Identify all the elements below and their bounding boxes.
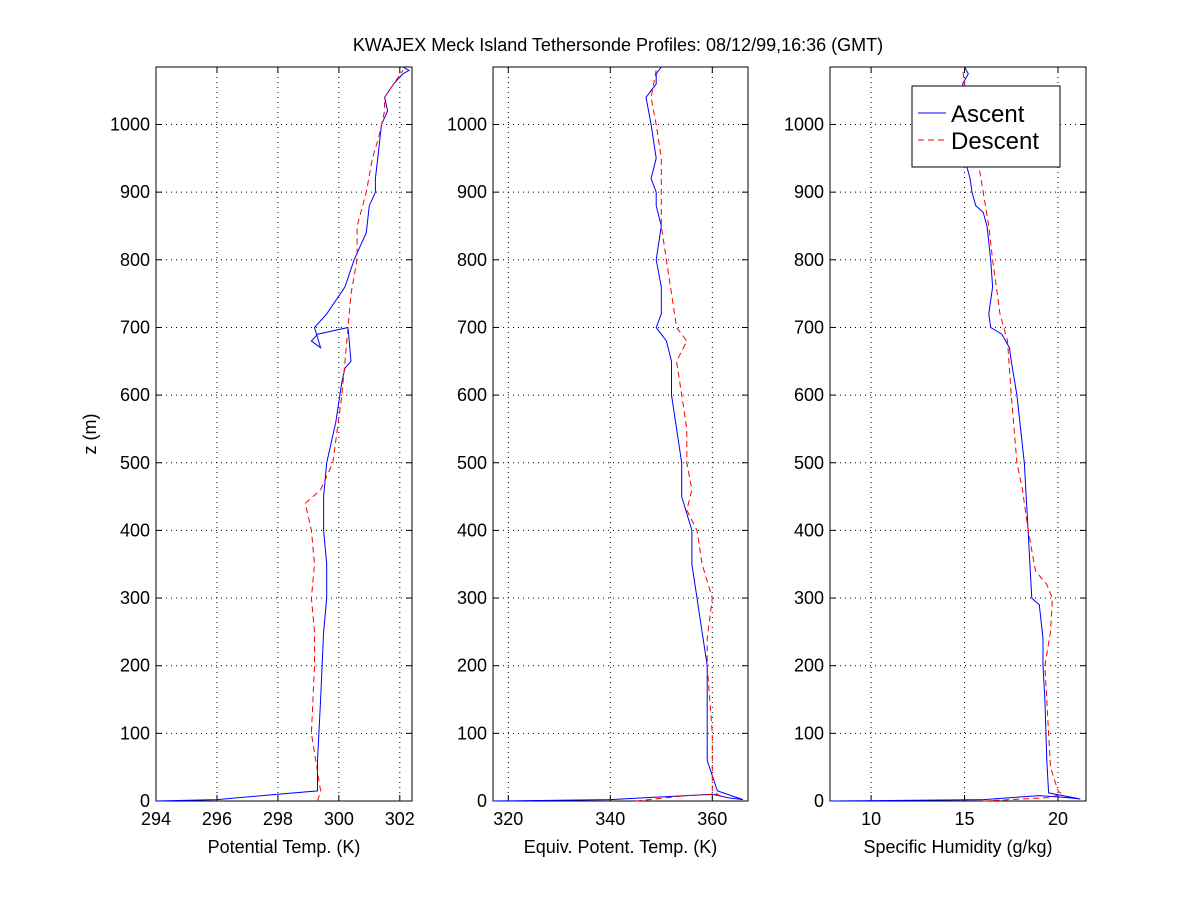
axes-root: 294 296 298 300 3020100200300400500600700800… [80,66,1087,857]
legend-label-descent: Descent [951,128,1039,155]
y-tick-label: 600 [457,385,487,405]
x-tick-label: 10 [861,809,881,829]
x-axis-label: Equiv. Potent. Temp. (K) [524,837,717,857]
y-tick-label: 0 [814,791,824,811]
x-tick-label: 340 [595,809,625,829]
x-tick-label: 302 [385,809,415,829]
chart-title: KWAJEX Meck Island Tethersonde Profiles:… [353,35,883,55]
legend-label-ascent: Ascent [951,101,1025,128]
y-tick-label: 900 [120,182,150,202]
y-tick-label: 0 [477,791,487,811]
y-tick-label: 700 [457,317,487,337]
x-tick-label: 296 [202,809,232,829]
panel-2: 320 340 360 0 100 200 300 400 500 600 700 800 900 100… [447,66,749,857]
y-tick-label: 1000 [784,115,824,135]
y-tick-label: 700 [120,317,150,337]
y-tick-label: 200 [457,656,487,676]
y-tick-label: 500 [457,453,487,473]
y-tick-label: 600 [120,385,150,405]
y-tick-label: 800 [120,250,150,270]
y-tick-label: 100 [794,723,824,743]
y-tick-label: 600 [794,385,824,405]
x-tick-label: 320 [493,809,523,829]
y-tick-label: 500 [120,453,150,473]
y-tick-label: 400 [120,520,150,540]
y-tick-label: 1000 [447,115,487,135]
y-tick-label: 1000 [110,115,150,135]
x-axis-label: Potential Temp. (K) [208,837,361,857]
x-tick-label: 15 [955,809,975,829]
y-tick-label: 700 [794,317,824,337]
series-line-descent [304,70,404,802]
y-tick-label: 200 [794,656,824,676]
series-line-descent [635,70,723,802]
series-line-ascent [829,66,1081,802]
x-tick-label: 360 [697,809,727,829]
y-tick-label: 100 [120,723,150,743]
x-tick-label: 20 [1048,809,1068,829]
axes-frame [155,66,413,802]
x-tick-label: 298 [263,809,293,829]
y-tick-label: 200 [120,656,150,676]
y-tick-label: 300 [794,588,824,608]
series-line-descent [962,70,1063,802]
axes-frame [492,66,749,802]
y-tick-label: 500 [794,453,824,473]
x-axis-label: Specific Humidity (g/kg) [863,837,1052,857]
y-tick-label: 300 [120,588,150,608]
x-tick-label: 294 [141,809,171,829]
panel-3: 10 15 2001002003004005006007008009001000Sp… [784,66,1087,857]
y-tick-label: 400 [794,520,824,540]
y-tick-label: 800 [457,250,487,270]
y-tick-label: 0 [140,791,150,811]
y-tick-label: 800 [794,250,824,270]
y-tick-label: 900 [794,182,824,202]
y-tick-label: 400 [457,520,487,540]
series-line-ascent [492,66,744,802]
y-tick-label: 300 [457,588,487,608]
axes-frame [829,66,1087,802]
panel-1: 294 296 298 300 302 0 100 200 300 400 500 600 700 800… [80,66,415,857]
y-tick-label: 900 [457,182,487,202]
y-tick-label: 100 [457,723,487,743]
legend-box [911,85,1061,168]
y-axis-label: z (m) [80,414,100,455]
x-tick-label: 300 [324,809,354,829]
